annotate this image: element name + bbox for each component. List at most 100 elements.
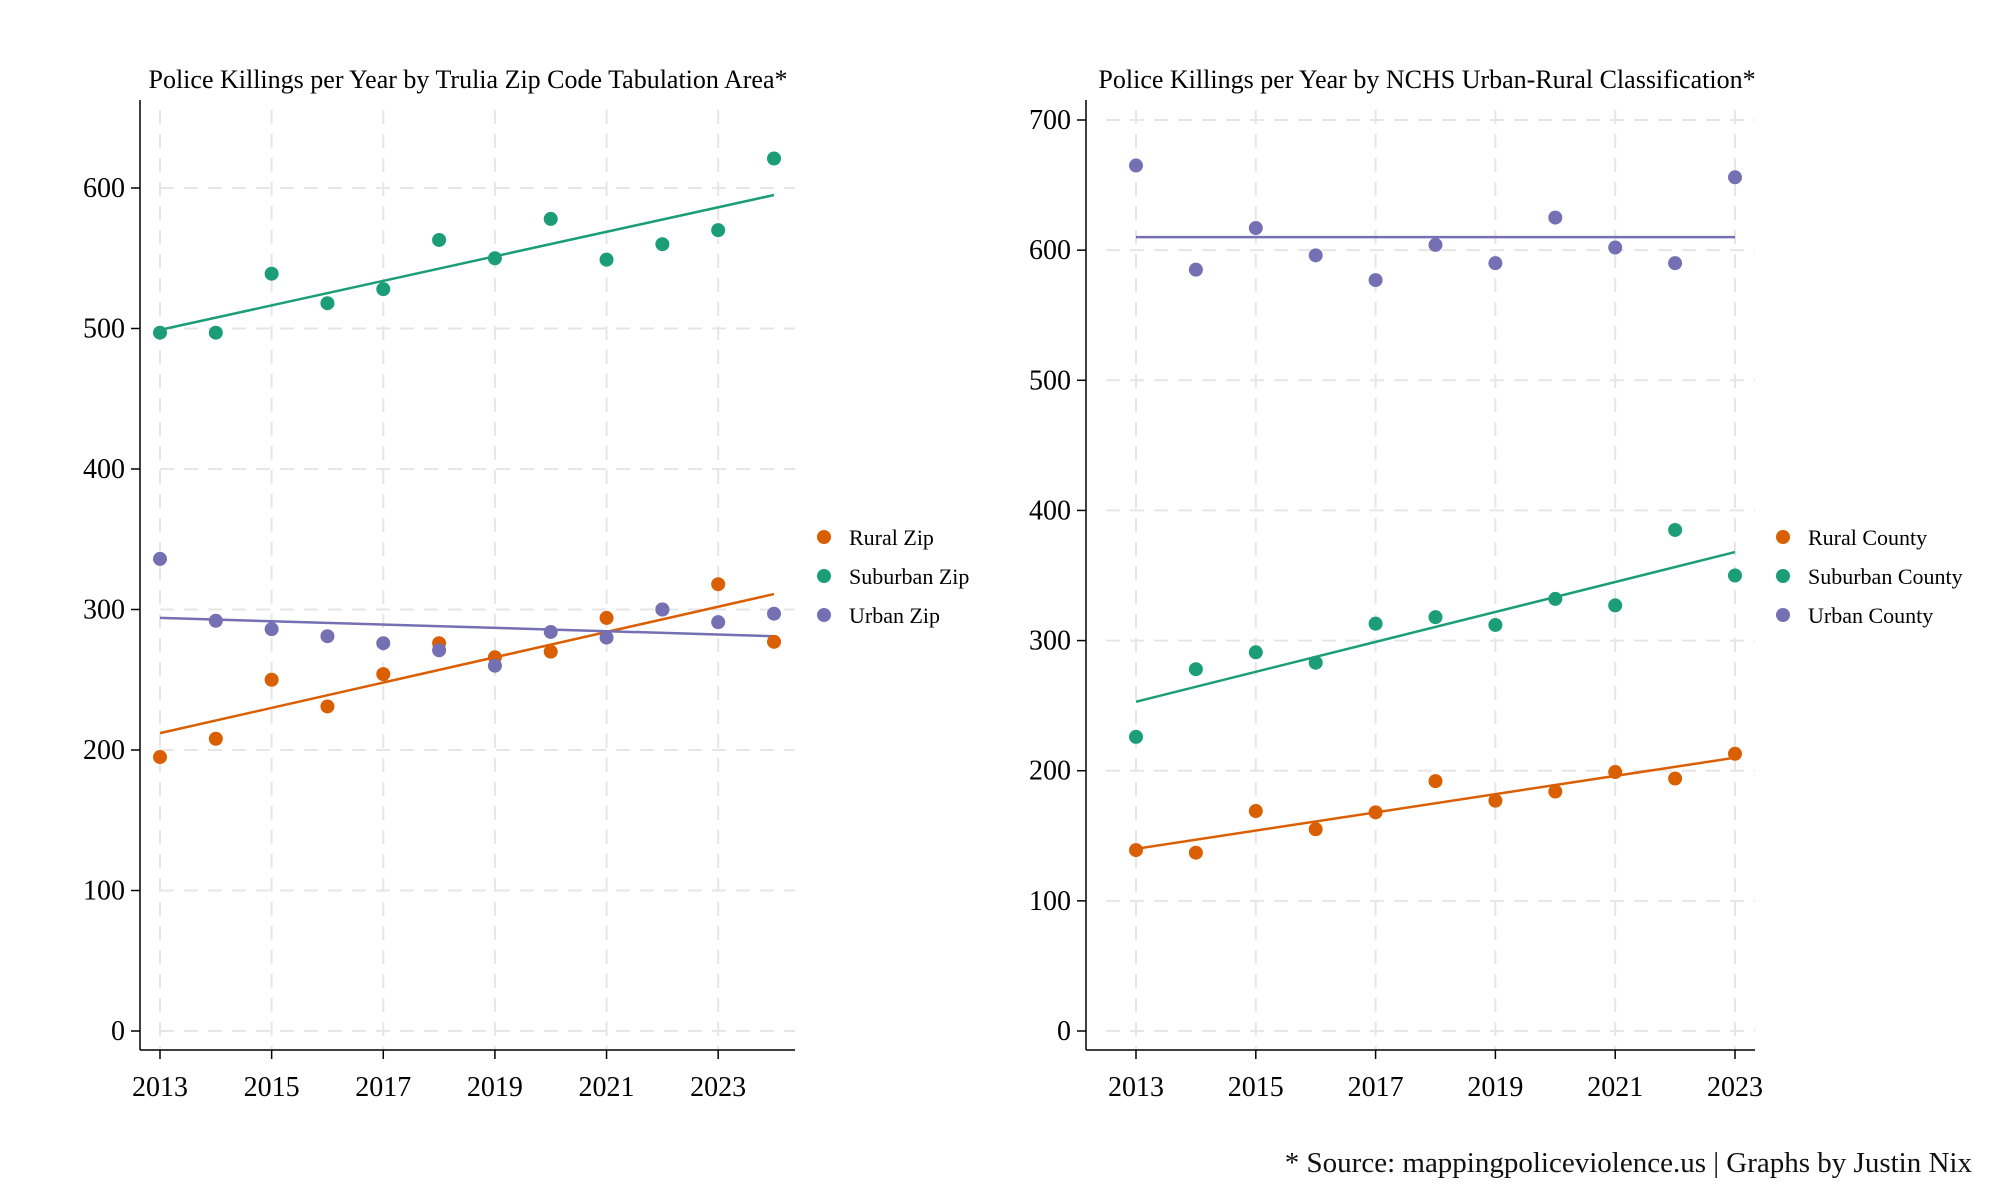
x-tick-label: 2019 xyxy=(467,1072,523,1103)
data-point-rural-zip xyxy=(376,667,391,682)
data-point-rural-county xyxy=(1129,843,1143,858)
fit-line-suburban-county xyxy=(1135,550,1736,703)
data-point-suburban-zip xyxy=(376,282,391,297)
legend-label: Suburban Zip xyxy=(849,564,969,589)
data-point-rural-zip xyxy=(599,610,614,625)
data-point-suburban-zip xyxy=(543,211,558,226)
data-point-urban-zip xyxy=(487,658,502,673)
data-point-suburban-zip xyxy=(711,223,726,238)
data-point-urban-zip xyxy=(264,622,279,637)
data-point-suburban-county xyxy=(1308,655,1323,670)
x-tick-label: 2015 xyxy=(1228,1072,1284,1103)
y-tick-label: 400 xyxy=(83,454,125,485)
legend-label: Urban County xyxy=(1808,603,1933,628)
y-tick-label: 0 xyxy=(1057,1016,1071,1047)
data-point-urban-county xyxy=(1428,237,1443,252)
right-chart-panel: Police Killings per Year by NCHS Urban-R… xyxy=(1029,65,1963,1103)
y-tick-label: 300 xyxy=(1029,626,1071,657)
x-tick-label: 2023 xyxy=(690,1072,746,1103)
data-point-urban-county xyxy=(1488,256,1503,271)
legend-marker-rural-county xyxy=(1776,530,1790,544)
data-point-urban-county xyxy=(1368,273,1383,288)
data-point-rural-zip xyxy=(153,750,167,765)
data-point-suburban-county xyxy=(1488,617,1503,632)
x-tick-label: 2019 xyxy=(1467,1072,1523,1103)
data-point-suburban-zip xyxy=(767,151,781,166)
data-point-rural-zip xyxy=(711,577,726,592)
data-point-rural-county xyxy=(1668,771,1683,786)
y-tick-label: 400 xyxy=(1029,495,1071,526)
x-tick-label: 2013 xyxy=(1108,1072,1164,1103)
data-point-suburban-county xyxy=(1608,598,1623,613)
data-point-suburban-county xyxy=(1188,662,1203,677)
y-tick-label: 500 xyxy=(1029,365,1071,396)
data-point-suburban-zip xyxy=(153,325,167,340)
data-point-urban-county xyxy=(1308,248,1323,263)
data-point-suburban-county xyxy=(1248,645,1263,660)
y-tick-label: 200 xyxy=(1029,756,1071,787)
x-tick-label: 2023 xyxy=(1707,1072,1763,1103)
legend-marker-suburban-zip xyxy=(817,569,831,583)
data-point-rural-county xyxy=(1368,805,1383,820)
legend-label: Rural County xyxy=(1808,525,1927,550)
x-tick-label: 2017 xyxy=(355,1072,411,1103)
data-point-rural-zip xyxy=(767,634,781,649)
data-point-urban-county xyxy=(1248,221,1263,236)
legend-marker-urban-county xyxy=(1776,608,1790,622)
y-tick-label: 500 xyxy=(83,314,125,345)
data-point-urban-county xyxy=(1668,256,1683,271)
data-point-rural-zip xyxy=(264,672,279,687)
data-point-rural-county xyxy=(1548,784,1563,799)
data-point-urban-county xyxy=(1728,170,1742,185)
data-point-urban-zip xyxy=(376,636,391,651)
data-point-suburban-zip xyxy=(655,237,670,252)
legend-marker-rural-zip xyxy=(817,530,831,544)
data-point-rural-county xyxy=(1728,746,1742,761)
data-point-rural-zip xyxy=(320,699,335,714)
data-point-suburban-zip xyxy=(432,232,447,247)
legend-label: Urban Zip xyxy=(849,603,940,628)
legend-label: Suburban County xyxy=(1808,564,1963,589)
data-point-urban-zip xyxy=(655,602,670,617)
data-point-rural-county xyxy=(1188,845,1203,860)
fit-line-suburban-zip xyxy=(159,193,775,332)
source-footnote: * Source: mappingpoliceviolence.us | Gra… xyxy=(1284,1147,1972,1179)
data-point-suburban-county xyxy=(1368,616,1383,631)
data-point-urban-zip xyxy=(767,606,781,621)
data-point-urban-zip xyxy=(208,613,223,628)
fit-line-rural-county xyxy=(1135,756,1736,851)
data-point-suburban-county xyxy=(1548,591,1563,606)
data-point-urban-zip xyxy=(320,629,335,644)
fit-line-urban-zip xyxy=(159,616,775,638)
data-point-urban-county xyxy=(1548,210,1563,225)
data-point-suburban-county xyxy=(1668,522,1683,537)
data-point-rural-county xyxy=(1608,765,1623,780)
y-tick-label: 700 xyxy=(1029,105,1071,136)
data-point-urban-county xyxy=(1129,158,1143,173)
data-point-suburban-zip xyxy=(599,252,614,267)
data-point-rural-zip xyxy=(543,644,558,659)
data-point-urban-county xyxy=(1188,262,1203,277)
data-point-suburban-zip xyxy=(320,296,335,311)
data-point-suburban-zip xyxy=(264,266,279,281)
x-tick-label: 2013 xyxy=(132,1072,188,1103)
y-tick-label: 600 xyxy=(83,173,125,204)
legend-marker-suburban-county xyxy=(1776,569,1790,583)
y-tick-label: 200 xyxy=(83,735,125,766)
data-point-suburban-zip xyxy=(487,251,502,266)
legend-marker-urban-zip xyxy=(817,608,831,622)
x-tick-label: 2017 xyxy=(1348,1072,1404,1103)
data-point-rural-county xyxy=(1488,793,1503,808)
x-tick-label: 2021 xyxy=(1587,1072,1643,1103)
y-tick-label: 600 xyxy=(1029,235,1071,266)
data-point-urban-zip xyxy=(711,615,726,630)
x-tick-label: 2015 xyxy=(244,1072,300,1103)
data-point-rural-zip xyxy=(208,731,223,746)
legend-label: Rural Zip xyxy=(849,525,934,550)
data-point-rural-county xyxy=(1308,822,1323,837)
left-chart-title: Police Killings per Year by Trulia Zip C… xyxy=(149,65,788,94)
data-point-urban-zip xyxy=(153,551,167,566)
y-tick-label: 300 xyxy=(83,595,125,626)
fit-line-rural-zip xyxy=(159,592,775,735)
